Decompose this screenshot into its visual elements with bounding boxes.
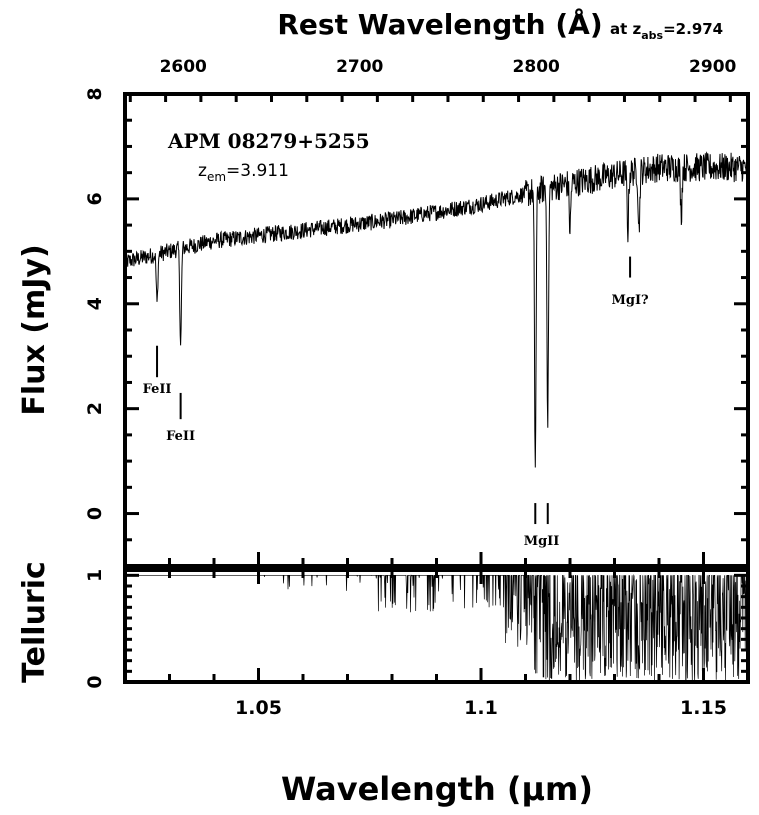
top-tick-label: 2700	[336, 57, 383, 77]
x-tick-label: 1.15	[680, 697, 727, 719]
top-axis-label: Rest Wavelength (Å)	[277, 7, 602, 41]
chart-subtitle: zem=3.911	[198, 161, 289, 184]
telluric-y-tick-label: 1	[84, 569, 106, 582]
top-tick-label: 2900	[689, 57, 736, 77]
chart-title: APM 08279+5255	[167, 129, 370, 153]
telluric-axis-label: Telluric	[17, 561, 52, 683]
x-tick-label: 1.05	[235, 697, 282, 719]
x-tick-label: 1.1	[464, 697, 498, 719]
y-tick-label: 0	[84, 507, 106, 520]
y-tick-label: 8	[84, 87, 106, 100]
flux-panel: 0 2 4 6 8 2600 2700 2800 2900 FeII FeII MgII MgI?	[84, 57, 750, 568]
top-tick-label: 2600	[160, 57, 207, 77]
telluric-spectrum-line	[125, 573, 749, 682]
y-tick-label: 2	[84, 402, 106, 415]
x-axis-label: Wavelength (μm)	[281, 770, 593, 808]
y-tick-label: 4	[84, 297, 106, 310]
top-tick-label: 2800	[513, 57, 560, 77]
y-axis-label: Flux (mJy)	[17, 244, 52, 415]
line-label: FeII	[143, 382, 172, 397]
flux-spectrum-line	[124, 151, 749, 468]
telluric-y-tick-label: 0	[84, 675, 106, 688]
line-label: FeII	[166, 429, 195, 444]
y-tick-label: 6	[84, 192, 106, 205]
telluric-panel: 0 1 1.05 1.1 1.15	[84, 568, 750, 719]
line-label: MgII	[524, 534, 560, 549]
line-label: MgI?	[611, 293, 649, 308]
top-axis-note: at zabs=2.974	[610, 20, 723, 42]
